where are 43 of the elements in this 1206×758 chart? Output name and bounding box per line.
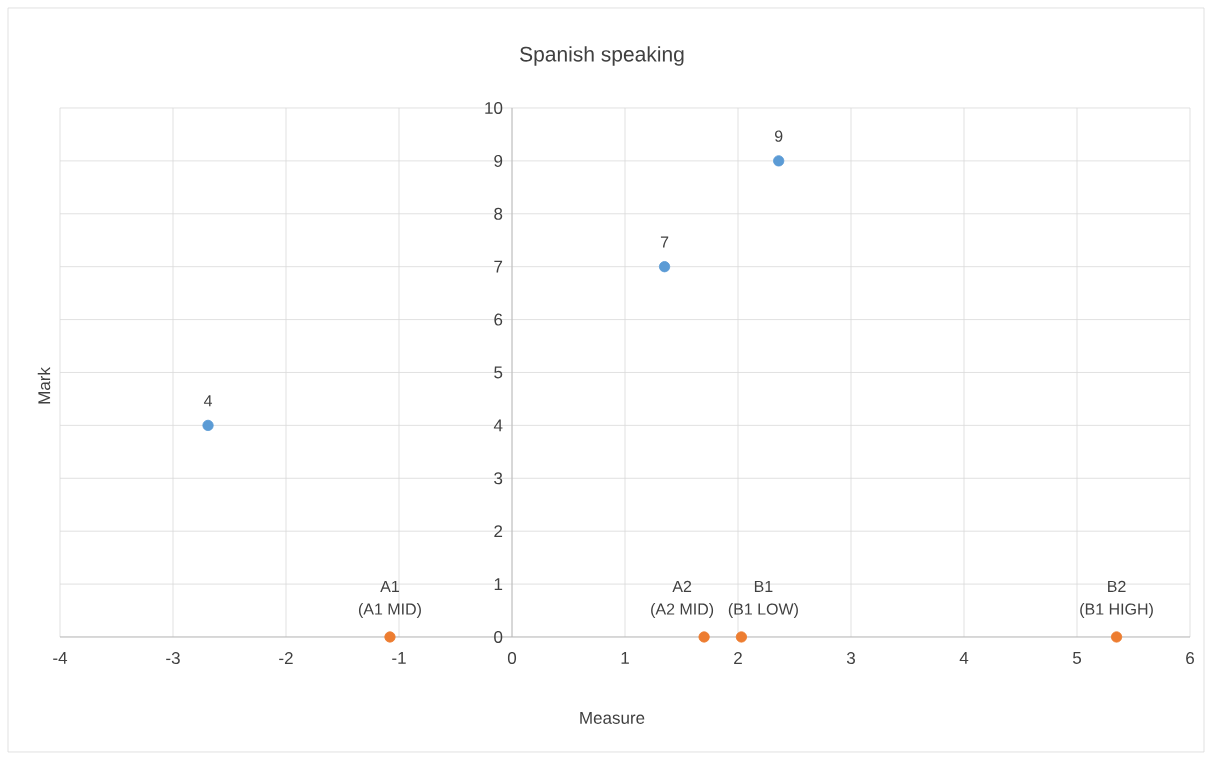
x-tick-label: -4 <box>53 652 68 664</box>
point <box>384 631 396 643</box>
data-label: A2 <box>672 580 692 592</box>
x-tick-label: 6 <box>1186 652 1194 665</box>
point <box>1110 631 1123 643</box>
y-axis-title: Mark <box>37 367 51 404</box>
chart-title: Spanish speaking <box>520 46 684 66</box>
annotation: (B1 LOW) <box>728 603 798 618</box>
data-label: B1 <box>754 580 773 592</box>
point <box>658 261 671 273</box>
data-label: A1 <box>380 580 399 592</box>
point <box>202 419 214 431</box>
x-tick-label: 4 <box>959 652 969 664</box>
data-label: B2 <box>1108 580 1126 592</box>
data-label: 4 <box>203 395 213 407</box>
annotation: (B1 HIGH) <box>1080 603 1153 618</box>
x-axis-title: Measure <box>580 712 645 724</box>
data-label: 9 <box>774 130 783 142</box>
x-tick-label: -2 <box>279 652 293 664</box>
annotation: (A1 MID) <box>358 603 421 618</box>
y-tick-label: 3 <box>494 472 503 485</box>
y-tick-label: 4 <box>493 419 503 432</box>
x-tick-label: -1 <box>392 652 406 664</box>
x-tick-label: -3 <box>166 652 180 665</box>
y-tick-label: 1 <box>494 578 503 590</box>
y-tick-label: 2 <box>494 525 503 538</box>
x-tick-label: 5 <box>1072 652 1082 664</box>
x-tick-label: 2 <box>734 652 742 664</box>
point <box>698 631 710 643</box>
y-tick-label: 0 <box>494 630 503 643</box>
annotation: (A2 MID) <box>651 603 714 618</box>
y-tick-label: 8 <box>494 207 503 220</box>
point <box>773 155 785 167</box>
x-tick-label: 0 <box>507 652 517 665</box>
data-label: 7 <box>660 236 669 248</box>
y-tick-label: 6 <box>494 313 503 326</box>
y-tick-label: 7 <box>494 260 503 273</box>
y-tick-label: 10 <box>485 101 503 114</box>
x-tick-label: 3 <box>846 652 855 665</box>
point <box>735 631 747 643</box>
x-tick-label: 1 <box>621 652 629 664</box>
y-tick-label: 5 <box>494 366 503 379</box>
y-tick-label: 9 <box>494 154 503 167</box>
